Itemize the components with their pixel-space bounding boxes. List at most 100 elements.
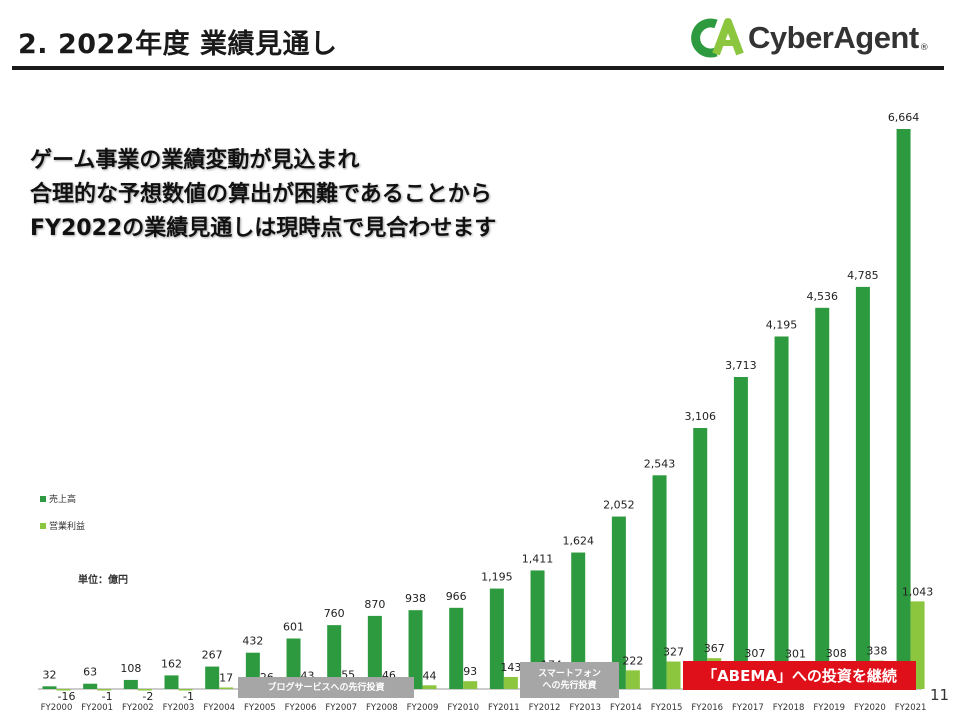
logo-registered-mark: ® — [919, 43, 929, 53]
sales-bar — [286, 638, 301, 689]
category-label: FY2017 — [732, 703, 764, 713]
category-label: FY2011 — [488, 703, 520, 713]
profit-value-label: 93 — [463, 665, 477, 678]
profit-bar — [56, 689, 71, 691]
sales-bar — [205, 666, 220, 689]
category-label: FY2006 — [285, 703, 317, 713]
category-label: FY2008 — [366, 703, 398, 713]
unit-label: 単位：億円 — [78, 575, 128, 586]
sales-value-label: 108 — [120, 662, 141, 675]
title-rule — [12, 66, 944, 70]
profit-bar — [178, 689, 193, 691]
sales-value-label: 870 — [364, 598, 385, 611]
page-title: 2. 2022年度 業績見通し — [18, 29, 338, 60]
sales-bar — [449, 607, 464, 689]
category-label: FY2007 — [325, 703, 357, 713]
sales-bar — [571, 552, 586, 689]
sales-bar — [530, 570, 545, 689]
sales-bar — [855, 286, 870, 689]
sales-bar — [83, 683, 98, 689]
sales-value-label: 4,536 — [806, 290, 838, 303]
profit-bar — [97, 689, 112, 691]
legend-sales: 売上高 — [40, 492, 76, 505]
profit-value-label: -1 — [102, 690, 113, 703]
message-line-3: FY2022の業績見通しは現時点で見合わせます — [30, 216, 497, 241]
profit-value-label: -16 — [58, 690, 76, 703]
sales-bar — [408, 610, 423, 689]
abema-investment-banner: 「ABEMA」への投資を継続 — [683, 661, 916, 690]
sales-value-label: 3,106 — [684, 410, 716, 423]
profit-value-label: 17 — [219, 672, 233, 685]
profit-value-label: 367 — [704, 642, 725, 655]
profit-value-label: 327 — [663, 646, 684, 659]
smartphone-note-line-1: スマートフォン — [538, 669, 601, 679]
legend-sales-label: 売上高 — [49, 495, 77, 505]
logo-text: CyberAgent — [748, 20, 919, 55]
sales-value-label: 3,713 — [725, 359, 757, 372]
sales-bar — [733, 376, 748, 689]
sales-bar — [774, 336, 789, 689]
sales-value-label: 1,195 — [481, 571, 513, 584]
profit-bar — [137, 689, 152, 691]
category-label: FY2012 — [529, 703, 561, 713]
smartphone-investment-note: スマートフォン への先行投資 — [520, 662, 619, 698]
category-label: FY2014 — [610, 703, 642, 713]
sales-value-label: 601 — [283, 620, 304, 633]
category-label: FY2013 — [569, 703, 601, 713]
category-label: FY2000 — [41, 703, 73, 713]
profit-bar — [219, 687, 234, 689]
profit-value-label: 44 — [423, 669, 437, 682]
sales-value-label: 32 — [43, 668, 57, 681]
sales-value-label: 432 — [242, 635, 263, 648]
sales-bar — [164, 675, 179, 689]
cyberagent-logo: CyberAgent ® — [690, 16, 929, 60]
legend-profit-swatch — [40, 522, 46, 529]
category-label: FY2002 — [122, 703, 154, 713]
profit-value-label: 338 — [866, 645, 887, 658]
profit-bar — [503, 676, 518, 689]
category-label: FY2009 — [407, 703, 439, 713]
smartphone-note-line-2: への先行投資 — [542, 681, 597, 691]
sales-value-label: 2,543 — [644, 457, 676, 470]
category-label: FY2004 — [203, 703, 235, 713]
sales-bar — [611, 516, 626, 689]
sales-value-label: 1,624 — [562, 535, 594, 548]
category-label: FY2016 — [691, 703, 723, 713]
sales-bar — [815, 307, 830, 689]
cyberagent-logo-icon — [691, 18, 744, 58]
sales-value-label: 4,785 — [847, 269, 879, 282]
sales-value-label: 4,195 — [766, 318, 798, 331]
legend-profit-label: 営業利益 — [49, 522, 86, 532]
sales-bar — [42, 686, 57, 689]
sales-value-label: 760 — [324, 607, 345, 620]
category-label: FY2021 — [895, 703, 927, 713]
profit-value-label: 301 — [785, 648, 806, 661]
profit-value-label: -2 — [142, 690, 153, 703]
sales-bar — [327, 625, 342, 689]
page-number: 11 — [930, 686, 950, 704]
category-label: FY2015 — [651, 703, 683, 713]
sales-value-label: 6,664 — [888, 111, 920, 124]
sales-bar — [693, 427, 708, 689]
profit-bar — [463, 681, 478, 689]
profit-value-label: 308 — [826, 647, 847, 660]
category-label: FY2018 — [773, 703, 805, 713]
sales-bar — [652, 475, 667, 689]
profit-value-label: 222 — [622, 654, 643, 667]
sales-bar — [896, 129, 911, 689]
category-label: FY2019 — [813, 703, 845, 713]
sales-bar — [367, 615, 382, 689]
sales-value-label: 2,052 — [603, 499, 635, 512]
profit-value-label: 1,043 — [902, 585, 934, 598]
sales-value-label: 1,411 — [522, 552, 554, 565]
sales-value-label: 966 — [446, 590, 467, 603]
profit-bar — [422, 685, 437, 689]
legend-profit: 営業利益 — [40, 519, 85, 532]
sales-value-label: 938 — [405, 592, 426, 605]
category-label: FY2001 — [81, 703, 113, 713]
category-label: FY2005 — [244, 703, 276, 713]
blog-investment-note: ブログサービスへの先行投資 — [238, 677, 414, 698]
message-line-2: 合理的な予想数値の算出が困難であることから — [30, 182, 492, 207]
category-label: FY2003 — [163, 703, 195, 713]
